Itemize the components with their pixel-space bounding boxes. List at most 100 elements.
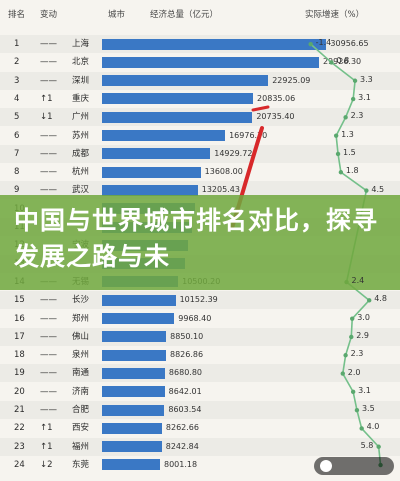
growth-value-label: 4.0 bbox=[366, 422, 380, 432]
growth-line-segment bbox=[361, 427, 380, 448]
city-cell: 长沙 bbox=[72, 295, 90, 306]
growth-line-segment bbox=[352, 80, 356, 100]
header-gdp: 经济总量（亿元） bbox=[150, 10, 219, 20]
growth-value-label: 3.1 bbox=[358, 93, 371, 103]
growth-line-segment bbox=[330, 61, 356, 82]
growth-line-segment bbox=[351, 299, 370, 320]
rank-cell: 5 bbox=[14, 112, 20, 123]
city-cell: 佛山 bbox=[72, 331, 90, 342]
growth-point bbox=[364, 188, 369, 193]
table-row bbox=[0, 382, 400, 401]
banner-title: 中国与世界城市排名对比，探寻发展之路与未 bbox=[14, 206, 379, 271]
city-cell: 福州 bbox=[72, 441, 90, 452]
growth-value-label: 2.9 bbox=[356, 330, 369, 340]
growth-point bbox=[350, 389, 356, 395]
table-row bbox=[0, 419, 400, 438]
change-cell: —— bbox=[40, 167, 57, 178]
gdp-bar bbox=[102, 166, 201, 178]
city-cell: 郑州 bbox=[72, 313, 90, 324]
table-row bbox=[0, 455, 400, 474]
city-cell: 南通 bbox=[72, 368, 90, 379]
growth-line-segment bbox=[356, 409, 363, 429]
growth-point bbox=[350, 96, 356, 102]
gdp-value-label: 8850.10 bbox=[170, 331, 204, 341]
growth-line-segment bbox=[340, 171, 367, 192]
change-cell: ↑1 bbox=[40, 423, 53, 434]
gdp-bar bbox=[102, 184, 198, 196]
change-cell: —— bbox=[40, 350, 57, 361]
city-cell: 武汉 bbox=[72, 185, 90, 196]
city-cell: 广州 bbox=[72, 112, 90, 123]
rank-cell: 4 bbox=[14, 93, 20, 104]
header-city: 城市 bbox=[108, 10, 126, 20]
rank-cell: 3 bbox=[14, 75, 20, 86]
growth-line-segment bbox=[344, 98, 354, 118]
gdp-bar bbox=[102, 313, 175, 324]
growth-value-label: 2.3 bbox=[350, 349, 364, 359]
table-row bbox=[0, 327, 400, 346]
gdp-value-label: 13608.00 bbox=[204, 167, 243, 177]
city-cell: 上海 bbox=[72, 39, 90, 49]
rank-cell: 23 bbox=[14, 441, 25, 452]
growth-value-label: 3.1 bbox=[358, 385, 371, 395]
growth-value-label: 3.0 bbox=[357, 312, 370, 322]
growth-value-label: 2.3 bbox=[350, 111, 364, 121]
growth-point bbox=[350, 316, 355, 321]
change-cell: ↓1 bbox=[40, 112, 53, 123]
gdp-value-label: 30956.65 bbox=[330, 39, 369, 48]
growth-point bbox=[340, 371, 345, 376]
watermark-badge bbox=[314, 457, 394, 475]
growth-point bbox=[308, 41, 313, 47]
gdp-bar bbox=[102, 331, 167, 343]
gdp-bar bbox=[102, 459, 160, 471]
growth-line-segment bbox=[310, 43, 332, 64]
rank-cell: 8 bbox=[14, 167, 20, 178]
rank-cell: 18 bbox=[14, 350, 25, 361]
growth-line-segment bbox=[344, 336, 353, 356]
rank-cell: 20 bbox=[14, 386, 25, 397]
growth-value-label: 1.3 bbox=[341, 129, 354, 139]
rank-cell: 24 bbox=[14, 459, 25, 470]
growth-point bbox=[335, 151, 341, 157]
growth-value-label: -1.4 bbox=[315, 38, 332, 48]
gdp-value-label: 8603.54 bbox=[168, 405, 202, 414]
city-cell: 杭州 bbox=[72, 167, 90, 178]
rank-cell: 22 bbox=[14, 423, 25, 434]
change-cell: —— bbox=[40, 148, 57, 159]
table-row bbox=[0, 309, 400, 328]
change-cell: —— bbox=[40, 185, 57, 196]
growth-value-label: 3.3 bbox=[360, 74, 373, 84]
change-cell: —— bbox=[40, 75, 57, 86]
city-cell: 北京 bbox=[72, 57, 90, 68]
growth-point bbox=[359, 426, 364, 431]
gdp-bar bbox=[102, 404, 165, 416]
gdp-value-label: 20735.40 bbox=[256, 112, 295, 122]
gdp-bar bbox=[102, 294, 176, 306]
title-banner: 中国与世界城市排名对比，探寻发展之路与未 bbox=[0, 195, 400, 290]
gdp-bar bbox=[102, 422, 162, 434]
gdp-bar bbox=[102, 93, 254, 105]
growth-point bbox=[333, 133, 339, 138]
table-row bbox=[0, 291, 400, 310]
city-cell: 济南 bbox=[72, 386, 90, 397]
rank-cell: 17 bbox=[14, 331, 25, 342]
growth-line-segment bbox=[352, 391, 358, 411]
growth-point bbox=[367, 298, 372, 303]
growth-value-label: 1.8 bbox=[345, 166, 359, 176]
city-cell: 西安 bbox=[72, 423, 90, 434]
city-cell: 合肥 bbox=[72, 405, 90, 415]
rank-cell: 19 bbox=[14, 368, 25, 379]
city-cell: 成都 bbox=[72, 148, 90, 159]
table-row bbox=[0, 181, 400, 200]
gdp-bar bbox=[102, 148, 211, 160]
city-cell: 东莞 bbox=[72, 459, 90, 470]
growth-value-label: 0.8 bbox=[336, 56, 350, 66]
growth-line-segment bbox=[335, 116, 347, 137]
gdp-bar bbox=[102, 130, 226, 141]
header-rank: 排名 bbox=[8, 10, 26, 20]
rank-cell: 15 bbox=[14, 295, 25, 306]
change-cell: ↑1 bbox=[40, 441, 53, 452]
gdp-value-label: 20835.06 bbox=[257, 93, 296, 103]
gdp-bar bbox=[102, 386, 165, 398]
